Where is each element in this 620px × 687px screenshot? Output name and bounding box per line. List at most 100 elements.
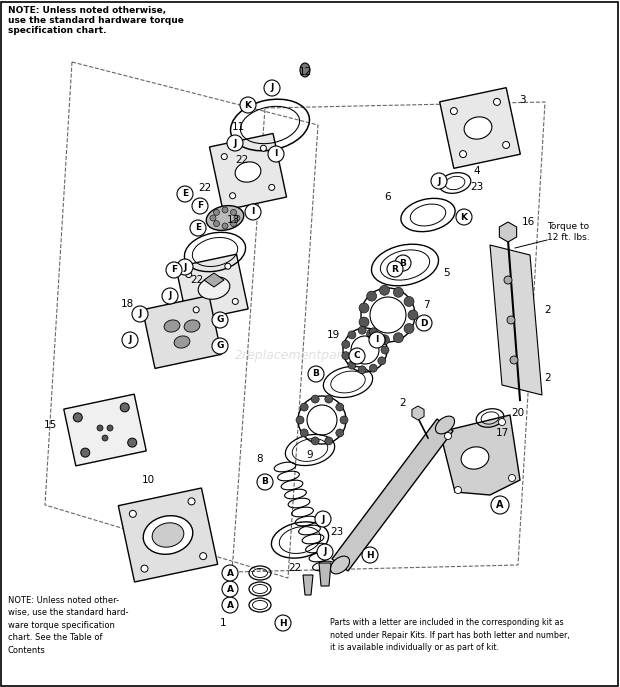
Circle shape bbox=[349, 348, 365, 364]
Ellipse shape bbox=[206, 205, 244, 230]
Text: 18: 18 bbox=[120, 299, 134, 309]
Ellipse shape bbox=[174, 336, 190, 348]
Text: H: H bbox=[366, 550, 374, 559]
Ellipse shape bbox=[184, 320, 200, 332]
Circle shape bbox=[275, 615, 291, 631]
Ellipse shape bbox=[300, 63, 310, 77]
Text: 13: 13 bbox=[226, 215, 239, 225]
Circle shape bbox=[210, 215, 216, 221]
Circle shape bbox=[130, 510, 136, 517]
Circle shape bbox=[234, 215, 240, 221]
Text: J: J bbox=[168, 291, 172, 300]
Circle shape bbox=[504, 276, 512, 284]
Circle shape bbox=[200, 552, 206, 560]
Text: J: J bbox=[437, 177, 441, 185]
Text: E: E bbox=[182, 190, 188, 199]
Circle shape bbox=[325, 395, 333, 403]
Text: C: C bbox=[353, 352, 360, 361]
Text: J: J bbox=[128, 335, 131, 344]
Text: J: J bbox=[323, 548, 327, 556]
Circle shape bbox=[232, 298, 238, 304]
Circle shape bbox=[231, 221, 236, 227]
Circle shape bbox=[340, 416, 348, 424]
Text: J: J bbox=[321, 515, 325, 523]
Circle shape bbox=[370, 364, 378, 372]
Text: 9: 9 bbox=[307, 450, 313, 460]
Circle shape bbox=[404, 297, 414, 306]
Circle shape bbox=[342, 340, 350, 348]
Circle shape bbox=[120, 403, 129, 412]
Text: NOTE: Unless noted other-
wise, use the standard hard-
ware torque specification: NOTE: Unless noted other- wise, use the … bbox=[8, 596, 128, 655]
Text: J: J bbox=[270, 84, 273, 93]
Circle shape bbox=[393, 333, 404, 343]
Circle shape bbox=[342, 352, 350, 359]
Text: Parts with a letter are included in the corresponding kit as
noted under Repair : Parts with a letter are included in the … bbox=[330, 618, 570, 652]
Text: G: G bbox=[216, 341, 224, 350]
Text: 23: 23 bbox=[471, 182, 484, 192]
Circle shape bbox=[416, 315, 432, 331]
Text: A: A bbox=[226, 585, 234, 594]
Ellipse shape bbox=[143, 516, 193, 554]
Text: H: H bbox=[279, 618, 287, 627]
Circle shape bbox=[366, 291, 376, 301]
Circle shape bbox=[311, 395, 319, 403]
Text: 2: 2 bbox=[545, 305, 551, 315]
Text: 7: 7 bbox=[423, 300, 429, 310]
Text: 5: 5 bbox=[444, 268, 450, 278]
Circle shape bbox=[369, 332, 385, 348]
Text: 22: 22 bbox=[198, 183, 211, 193]
Circle shape bbox=[454, 486, 461, 493]
Circle shape bbox=[222, 565, 238, 581]
Circle shape bbox=[361, 288, 415, 342]
Text: F: F bbox=[197, 201, 203, 210]
Text: B: B bbox=[399, 258, 407, 267]
Circle shape bbox=[348, 361, 356, 369]
Circle shape bbox=[177, 259, 193, 275]
Circle shape bbox=[494, 98, 500, 105]
Text: 8: 8 bbox=[257, 454, 264, 464]
Circle shape bbox=[450, 108, 458, 115]
Circle shape bbox=[132, 306, 148, 322]
Polygon shape bbox=[332, 419, 453, 571]
Circle shape bbox=[268, 146, 284, 162]
Circle shape bbox=[370, 328, 378, 336]
Circle shape bbox=[264, 80, 280, 96]
Circle shape bbox=[381, 346, 389, 354]
Circle shape bbox=[395, 255, 411, 271]
Text: specification chart.: specification chart. bbox=[8, 26, 107, 35]
Circle shape bbox=[311, 437, 319, 445]
Circle shape bbox=[268, 184, 275, 190]
Circle shape bbox=[222, 597, 238, 613]
Circle shape bbox=[122, 332, 138, 348]
Circle shape bbox=[459, 150, 467, 157]
Text: I: I bbox=[375, 335, 379, 344]
Polygon shape bbox=[440, 88, 520, 168]
Text: 2replacementparts.com: 2replacementparts.com bbox=[235, 348, 385, 361]
Circle shape bbox=[212, 338, 228, 354]
Circle shape bbox=[317, 544, 333, 560]
Circle shape bbox=[222, 207, 228, 213]
Circle shape bbox=[177, 186, 193, 202]
Circle shape bbox=[245, 204, 261, 220]
Text: 6: 6 bbox=[384, 192, 391, 202]
Circle shape bbox=[378, 357, 386, 365]
Circle shape bbox=[128, 438, 137, 447]
Circle shape bbox=[359, 317, 369, 327]
Ellipse shape bbox=[164, 320, 180, 332]
Circle shape bbox=[97, 425, 103, 431]
Polygon shape bbox=[319, 563, 331, 586]
Text: 3: 3 bbox=[519, 95, 525, 105]
Circle shape bbox=[508, 475, 515, 482]
Text: 20: 20 bbox=[512, 408, 525, 418]
Text: K: K bbox=[461, 212, 467, 221]
Text: 22: 22 bbox=[288, 563, 301, 573]
Circle shape bbox=[166, 262, 182, 278]
Circle shape bbox=[359, 303, 369, 313]
Ellipse shape bbox=[435, 416, 454, 434]
Circle shape bbox=[225, 263, 231, 269]
Circle shape bbox=[379, 285, 389, 295]
Circle shape bbox=[300, 403, 308, 411]
Circle shape bbox=[404, 324, 414, 333]
Polygon shape bbox=[118, 488, 218, 582]
Circle shape bbox=[193, 307, 199, 313]
